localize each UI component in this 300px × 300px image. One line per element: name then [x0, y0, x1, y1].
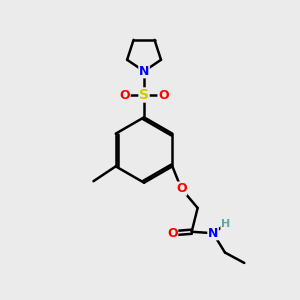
- Text: S: S: [139, 88, 149, 102]
- Text: O: O: [119, 88, 130, 101]
- Text: O: O: [158, 88, 169, 101]
- Text: O: O: [167, 227, 178, 240]
- Text: H: H: [221, 219, 230, 229]
- Text: N: N: [208, 227, 218, 240]
- Text: N: N: [139, 65, 149, 78]
- Text: O: O: [176, 182, 187, 195]
